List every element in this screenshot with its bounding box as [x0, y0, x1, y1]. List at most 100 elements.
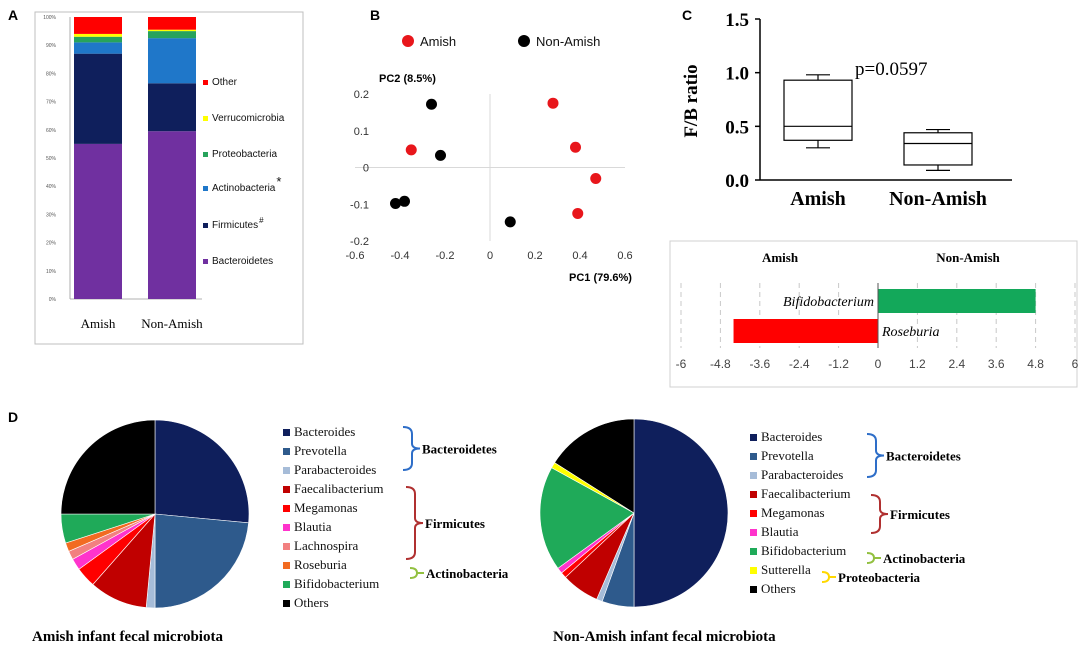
legend-swatch — [203, 80, 208, 85]
bar-label: Bifidobacterium — [783, 295, 874, 310]
panel-d-amish-pie: Bacteroides Prevotella Parabacteroides Faec… — [32, 419, 509, 645]
legend-label: Verrucomicrobia — [212, 113, 285, 124]
data-point-non-amish — [390, 198, 401, 210]
y-tick-label: 0.5 — [725, 117, 749, 138]
group-brace — [402, 426, 421, 471]
x-tick-label: 0.2 — [527, 250, 542, 262]
legend-label: Sutterella — [761, 562, 811, 577]
legend-label: Actinobacteria — [212, 183, 276, 194]
panel-a-stacked-bar: 0% 10% 20% 30% 40% 50% 60% 70% 80% 90% 100% Amish No… — [34, 11, 304, 345]
legend-label: Amish — [420, 34, 456, 49]
legend-label: Prevotella — [294, 443, 347, 458]
legend-swatch — [750, 586, 757, 593]
legend-marker — [402, 35, 414, 47]
bar-segment-bacteroidetes — [148, 131, 196, 299]
pie-slice-others — [554, 418, 635, 514]
legend-swatch — [203, 186, 208, 191]
legend-label: Firmicutes — [212, 220, 258, 231]
x-tick-label: 0.4 — [572, 250, 587, 262]
legend-swatch — [283, 562, 290, 569]
data-point-amish — [590, 173, 602, 185]
group-bracket — [409, 567, 424, 579]
group-brace — [405, 486, 424, 560]
pie-slice-bacteroides — [154, 419, 250, 524]
legend-swatch — [750, 491, 757, 498]
group-label: Firmicutes — [425, 516, 485, 531]
legend-label: Bifidobacterium — [294, 576, 379, 591]
panel-e-frame — [669, 240, 1078, 388]
bar-segment-actinobacteria — [74, 42, 122, 54]
legend-swatch — [203, 116, 208, 121]
legend-swatch — [283, 600, 290, 607]
y-tick-label: 90% — [46, 43, 57, 49]
group-bracket — [866, 552, 881, 564]
iqr-box — [783, 79, 853, 141]
y-tick-label: 20% — [46, 241, 57, 247]
legend-label: Bifidobacterium — [761, 543, 846, 558]
data-point-amish — [572, 207, 584, 219]
x-tick-label: 0.6 — [617, 250, 632, 262]
legend-swatch — [750, 529, 757, 536]
category-label: Non-Amish — [889, 188, 987, 210]
y-axis-title: F/B ratio — [681, 64, 702, 137]
legend-label: Parabacteroides — [294, 462, 376, 477]
data-point-amish — [547, 97, 559, 109]
y-tick-label: 0% — [49, 297, 57, 303]
pie-title: Amish infant fecal microbiota — [32, 629, 223, 645]
y-tick-label: 50% — [46, 156, 57, 162]
legend-label: Proteobacteria — [212, 149, 277, 160]
x-tick-label: 0 — [487, 250, 493, 262]
y-tick-label: 60% — [46, 128, 57, 134]
y-tick-label: -0.1 — [350, 199, 369, 211]
significance-mark: # — [259, 216, 264, 225]
data-point-non-amish — [504, 216, 516, 228]
group-label: Actinobacteria — [883, 551, 966, 566]
legend-swatch — [283, 486, 290, 493]
bar-label: Roseburia — [881, 325, 940, 340]
panel-d-non-amish-pie: Bacteroides Prevotella Parabacteroides Faec… — [539, 418, 966, 645]
x-tick-label: -0.2 — [436, 250, 455, 262]
y-tick-label: 10% — [46, 269, 57, 275]
legend-label: Bacteroides — [294, 424, 355, 439]
group-label: Bacteroidetes — [422, 442, 497, 457]
bar-segment-firmicutes — [74, 53, 122, 144]
y-tick-label: 0.1 — [354, 126, 369, 138]
category-label: Amish — [790, 188, 846, 210]
y-tick-label: 0.2 — [354, 89, 369, 101]
x-tick-label: -0.6 — [346, 250, 365, 262]
pie-slice-prevotella — [154, 513, 249, 609]
x-tick-label: 1.2 — [909, 357, 926, 371]
pie-slice-bifidobacterium — [539, 467, 635, 569]
bar-segment-other — [74, 17, 122, 34]
legend-swatch — [203, 223, 208, 228]
right-group-label: Non-Amish — [936, 250, 1000, 265]
data-point-non-amish — [399, 195, 410, 207]
panel-c-box-plot: 0.0 0.5 1.0 1.5 F/B ratio p=0.0597 Amish Non-Am… — [681, 10, 1012, 210]
category-label: Non-Amish — [141, 316, 203, 331]
bar-segment-proteobacteria — [148, 31, 196, 39]
legend-marker — [518, 35, 530, 47]
group-brace — [870, 494, 889, 534]
y-tick-label: 1.5 — [725, 10, 749, 31]
legend-swatch — [283, 448, 290, 455]
legend-label: Faecalibacterium — [294, 481, 384, 496]
legend-label: Non-Amish — [536, 34, 600, 49]
legend-label: Others — [294, 595, 329, 610]
pie-slice-others — [60, 419, 156, 515]
legend-swatch — [283, 505, 290, 512]
legend-label: Roseburia — [294, 557, 347, 572]
panel-label-c: C — [682, 7, 692, 23]
y-tick-label: 100% — [43, 15, 56, 21]
x-tick-label: 0 — [875, 357, 882, 371]
legend-swatch — [283, 581, 290, 588]
legend-label: Megamonas — [761, 505, 825, 520]
y-tick-label: 40% — [46, 184, 57, 190]
legend-swatch — [750, 472, 757, 479]
bar-bifidobacterium — [878, 289, 1036, 313]
legend-swatch — [283, 467, 290, 474]
group-label: Bacteroidetes — [886, 449, 961, 464]
x-tick-label: -6 — [676, 357, 687, 371]
legend-label: Megamonas — [294, 500, 358, 515]
pie-title: Non-Amish infant fecal microbiota — [553, 629, 776, 645]
y-tick-label: 1.0 — [725, 64, 749, 85]
